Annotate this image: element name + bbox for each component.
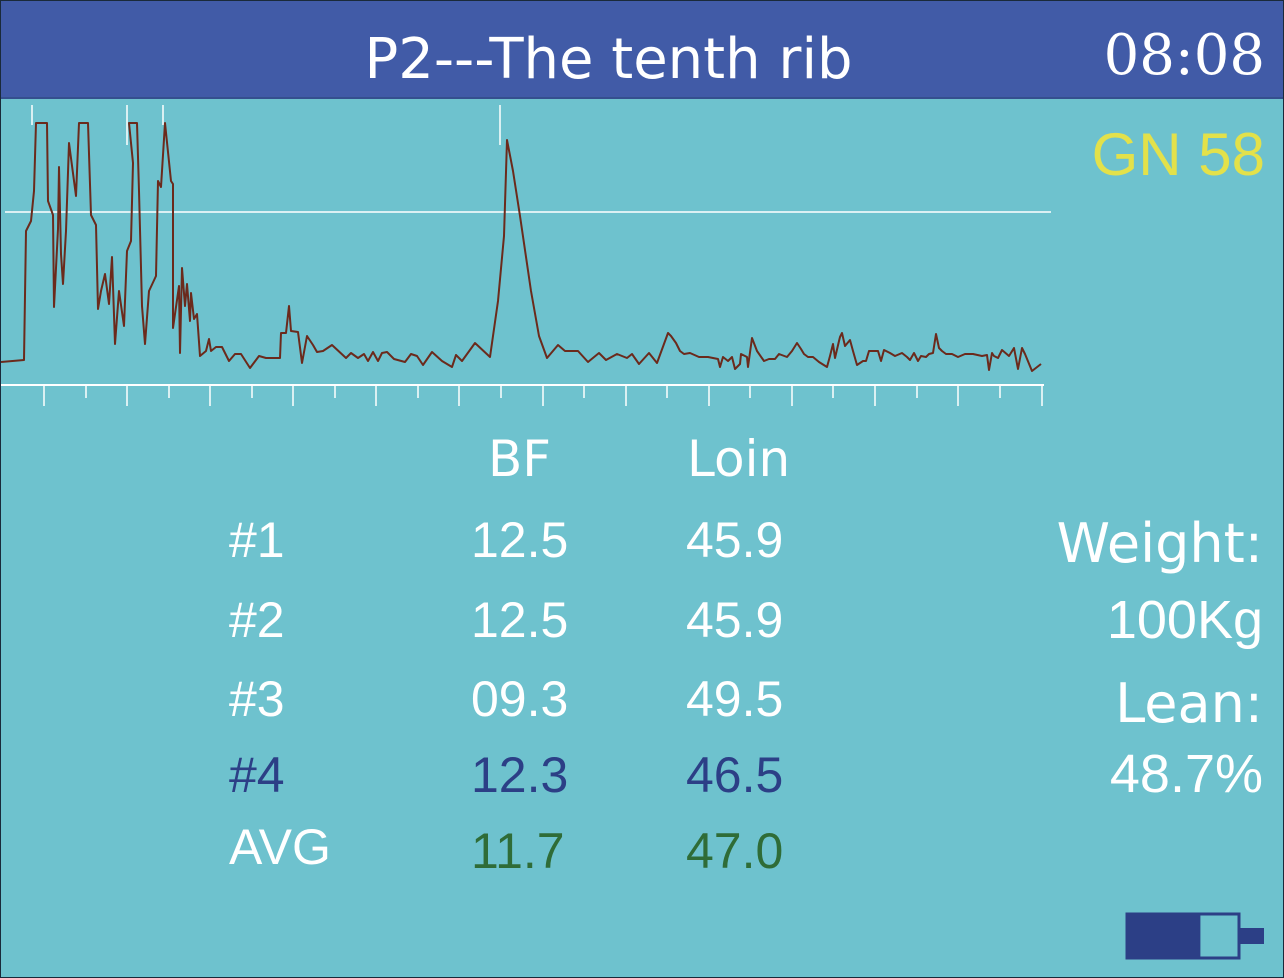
loin-value: 45.9	[686, 512, 784, 568]
column-header-loin: Loin	[687, 430, 791, 488]
row-label: AVG	[229, 819, 331, 875]
battery-icon	[1125, 912, 1264, 960]
signal-trace	[1, 122, 1042, 372]
lean-label: Lean:	[1115, 672, 1263, 735]
weight-label: Weight:	[1056, 512, 1263, 575]
clock: 08:08	[1103, 23, 1265, 88]
header-bar: P2---The tenth rib 08:08	[1, 1, 1283, 99]
loin-value: 46.5	[686, 747, 784, 803]
row-label: #2	[229, 592, 285, 648]
axis-ticks	[43, 385, 1043, 406]
row-label: #1	[229, 512, 285, 568]
gn-indicator: GN 58	[1091, 121, 1265, 188]
weight-value: 100Kg	[1106, 590, 1263, 650]
page-title: P2---The tenth rib	[364, 27, 853, 92]
bf-value: 11.7	[471, 823, 565, 879]
row-label: #4	[229, 747, 285, 803]
loin-value: 45.9	[686, 592, 784, 648]
bf-value: 09.3	[471, 671, 569, 727]
lean-value: 48.7%	[1109, 744, 1263, 804]
loin-value: 47.0	[686, 823, 784, 879]
bf-value: 12.5	[471, 512, 569, 568]
loin-value: 49.5	[686, 671, 784, 727]
row-label: #3	[229, 671, 285, 727]
signal-chart	[1, 105, 1051, 406]
battery-level	[1128, 915, 1201, 957]
column-header-bf: BF	[488, 430, 552, 488]
bf-value: 12.5	[471, 592, 569, 648]
bf-value: 12.3	[471, 747, 569, 803]
